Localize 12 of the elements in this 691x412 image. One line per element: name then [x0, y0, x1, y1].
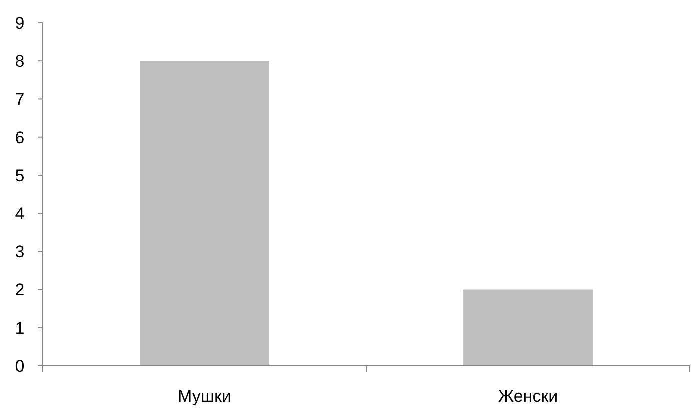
y-tick-label: 5 — [15, 166, 25, 186]
y-tick-label: 7 — [15, 90, 25, 110]
y-tick-label: 4 — [15, 204, 25, 224]
y-tick-label: 0 — [15, 356, 25, 376]
x-tick-label: Мушки — [178, 387, 232, 406]
y-tick-label: 3 — [15, 242, 25, 262]
y-tick-label: 9 — [15, 14, 25, 33]
y-tick-label: 2 — [15, 280, 25, 300]
y-tick-label: 6 — [15, 128, 25, 148]
y-tick-label: 1 — [15, 318, 25, 338]
y-tick-label: 8 — [15, 52, 25, 72]
x-tick-label: Женски — [498, 387, 558, 406]
